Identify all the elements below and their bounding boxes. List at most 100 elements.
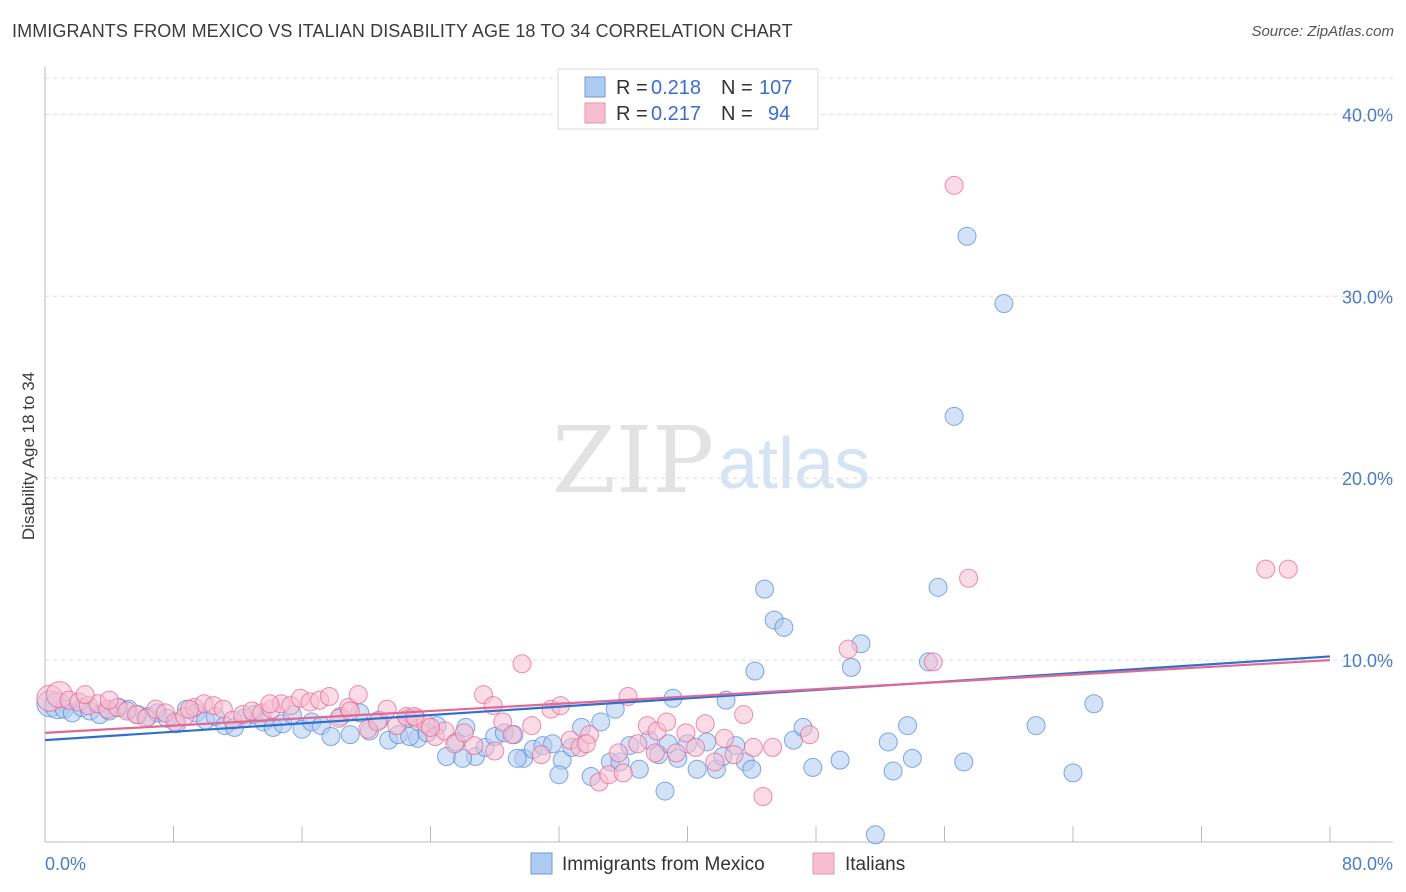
point-mexico bbox=[898, 716, 918, 736]
point-mexico bbox=[878, 732, 898, 752]
point-mexico bbox=[507, 748, 527, 768]
point-mexico bbox=[1026, 716, 1046, 736]
source-label: Source: ZipAtlas.com bbox=[1251, 23, 1394, 40]
point-italians bbox=[724, 745, 744, 765]
point-mexico bbox=[954, 752, 974, 772]
trend-lines bbox=[44, 655, 1331, 742]
bottom-legend-label-mexico: Immigrants from Mexico bbox=[562, 854, 765, 875]
y-tick-label: 10.0% bbox=[1342, 651, 1393, 671]
point-mexico bbox=[453, 748, 473, 768]
bottom-legend: Immigrants from Mexico Italians bbox=[530, 852, 905, 875]
point-italians bbox=[800, 725, 820, 745]
point-mexico bbox=[774, 617, 794, 637]
point-mexico bbox=[841, 657, 861, 677]
point-mexico bbox=[1063, 763, 1083, 783]
watermark-zip: ZIP bbox=[552, 407, 714, 514]
legend-swatch-italians bbox=[584, 102, 606, 124]
y-tick-label: 40.0% bbox=[1342, 105, 1393, 125]
point-italians bbox=[944, 175, 964, 195]
point-italians bbox=[1256, 559, 1276, 579]
point-italians bbox=[676, 723, 696, 743]
point-mexico bbox=[755, 579, 775, 599]
point-mexico bbox=[591, 712, 611, 732]
point-italians bbox=[493, 712, 513, 732]
point-italians bbox=[705, 752, 725, 772]
point-mexico bbox=[957, 226, 977, 246]
point-italians bbox=[377, 699, 397, 719]
point-italians bbox=[645, 743, 665, 763]
point-italians bbox=[657, 712, 677, 732]
point-mexico bbox=[944, 406, 964, 426]
point-mexico bbox=[687, 759, 707, 779]
point-italians bbox=[763, 737, 783, 757]
point-italians bbox=[75, 685, 95, 705]
point-italians bbox=[340, 701, 360, 721]
point-italians bbox=[608, 743, 628, 763]
point-mexico bbox=[745, 661, 765, 681]
point-italians bbox=[531, 745, 551, 765]
point-italians bbox=[512, 654, 532, 674]
bottom-legend-label-italians: Italians bbox=[845, 854, 905, 875]
point-italians bbox=[734, 705, 754, 725]
watermark: ZIP atlas bbox=[552, 407, 870, 514]
point-mexico bbox=[803, 757, 823, 777]
point-italians bbox=[99, 690, 119, 710]
legend-n-value-mexico: 107 bbox=[759, 77, 792, 99]
trend-line-italians bbox=[44, 658, 1331, 734]
legend-n-label-mexico: N = bbox=[721, 77, 753, 99]
point-mexico bbox=[629, 759, 649, 779]
point-mexico bbox=[1084, 694, 1104, 714]
point-italians bbox=[959, 568, 979, 588]
point-italians bbox=[260, 694, 280, 714]
point-italians bbox=[613, 763, 633, 783]
point-mexico bbox=[655, 781, 675, 801]
point-italians bbox=[923, 652, 943, 672]
watermark-atlas: atlas bbox=[718, 424, 870, 504]
y-tick-label: 20.0% bbox=[1342, 469, 1393, 489]
point-italians bbox=[576, 734, 596, 754]
legend-n-value-italians: 94 bbox=[768, 103, 790, 125]
legend-r-label-italians: R = bbox=[616, 103, 648, 125]
point-mexico bbox=[400, 726, 420, 746]
point-italians bbox=[695, 714, 715, 734]
point-italians bbox=[753, 787, 773, 807]
y-tick-labels: 10.0% 20.0% 30.0% 40.0% bbox=[1342, 105, 1393, 671]
series-mexico-points bbox=[36, 226, 1104, 845]
point-italians bbox=[686, 737, 706, 757]
bottom-legend-swatch-italians bbox=[812, 852, 835, 875]
y-tick-label: 30.0% bbox=[1342, 287, 1393, 307]
point-italians bbox=[502, 725, 522, 745]
point-italians bbox=[485, 741, 505, 761]
point-italians bbox=[454, 723, 474, 743]
point-mexico bbox=[830, 750, 850, 770]
point-mexico bbox=[340, 725, 360, 745]
gridlines bbox=[45, 77, 1393, 661]
point-italians bbox=[421, 717, 440, 737]
point-mexico bbox=[865, 825, 885, 845]
point-italians bbox=[666, 743, 686, 763]
y-axis-label: Disability Age 18 to 34 bbox=[19, 372, 38, 540]
point-mexico bbox=[994, 294, 1014, 314]
stats-legend: R = 0.218 N = 107 R = 0.217 N = 94 bbox=[557, 68, 819, 130]
chart-title: IMMIGRANTS FROM MEXICO VS ITALIAN DISABI… bbox=[12, 21, 793, 41]
x-tick-label: 0.0% bbox=[45, 854, 86, 874]
point-italians bbox=[180, 699, 200, 719]
point-italians bbox=[838, 639, 858, 659]
point-italians bbox=[464, 736, 484, 756]
legend-r-value-mexico: 0.218 bbox=[651, 77, 701, 99]
legend-n-label-italians: N = bbox=[721, 103, 753, 125]
bottom-legend-swatch-mexico bbox=[530, 852, 553, 875]
point-mexico bbox=[549, 765, 569, 785]
point-italians bbox=[1278, 559, 1298, 579]
legend-swatch-mexico bbox=[584, 76, 606, 98]
point-italians bbox=[714, 728, 734, 748]
x-tick-labels: 0.0% 80.0% bbox=[45, 854, 1393, 874]
point-italians bbox=[348, 685, 368, 705]
point-mexico bbox=[321, 726, 341, 746]
point-mexico bbox=[902, 748, 922, 768]
x-tick-label: 80.0% bbox=[1342, 854, 1393, 874]
point-mexico bbox=[928, 577, 948, 597]
point-italians bbox=[522, 716, 542, 736]
point-italians bbox=[319, 686, 339, 706]
